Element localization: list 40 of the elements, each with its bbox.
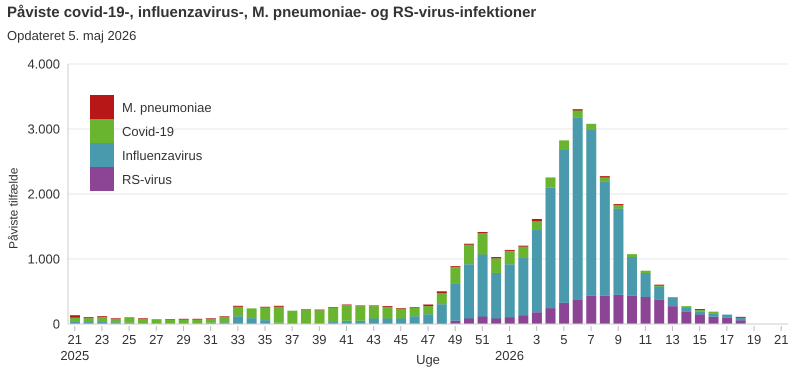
y-tick-label: 4.000	[27, 56, 60, 72]
x-tick-label: 27	[149, 332, 164, 347]
x-axis-title: Uge	[416, 352, 440, 367]
y-tick-label: 2.000	[27, 186, 60, 202]
y-tick-label: 3.000	[27, 122, 60, 137]
x-tick-label: 39	[312, 332, 327, 347]
x-tick-label: 51	[475, 332, 490, 347]
x-tick-label: 15	[692, 332, 707, 347]
x-tick-label: 11	[638, 332, 652, 347]
x-tick-label: 3	[533, 332, 540, 347]
chart-subtitle: Opdateret 5. maj 2026	[7, 28, 136, 43]
x-tick-label: 25	[122, 332, 136, 347]
x-tick-label: 47	[420, 332, 436, 347]
chart-title: Påviste covid-19-, influenzavirus-, M. pneumoniae- og RS-virus-infektioner	[7, 4, 536, 21]
x-tick-label: 19	[746, 332, 762, 347]
x-tick-label: 31	[203, 332, 218, 347]
x-tick-label: 35	[258, 332, 272, 347]
x-tick-label: 33	[230, 332, 246, 347]
x-tick-label: 7	[587, 332, 595, 347]
legend-label: Covid-19	[122, 124, 174, 138]
x-tick-label: 21 2025	[60, 332, 90, 363]
x-tick-label: 43	[366, 332, 381, 347]
x-tick-label: 49	[448, 332, 462, 347]
x-tick-label: 29	[176, 332, 191, 347]
x-tick-label: 17	[720, 332, 734, 347]
y-tick-label: 0	[52, 316, 60, 332]
x-tick-label: 9	[614, 332, 622, 347]
legend-label: RS-virus	[122, 172, 172, 186]
x-tick-label: 23	[94, 332, 110, 347]
legend-label: Influenzavirus	[122, 148, 202, 162]
y-tick-label: 1.000	[27, 252, 60, 267]
x-tick-label: 1 2026	[495, 332, 524, 363]
x-tick-label: 13	[665, 332, 680, 347]
x-tick-label: 41	[339, 332, 354, 347]
x-tick-label: 45	[394, 332, 408, 347]
y-axis-title: Påviste tilfælde	[6, 167, 20, 249]
legend-label: M. pneumoniae	[122, 100, 212, 114]
x-tick-label: 5	[560, 332, 568, 347]
x-tick-label: 37	[284, 332, 300, 347]
x-tick-label: 21	[774, 332, 788, 347]
